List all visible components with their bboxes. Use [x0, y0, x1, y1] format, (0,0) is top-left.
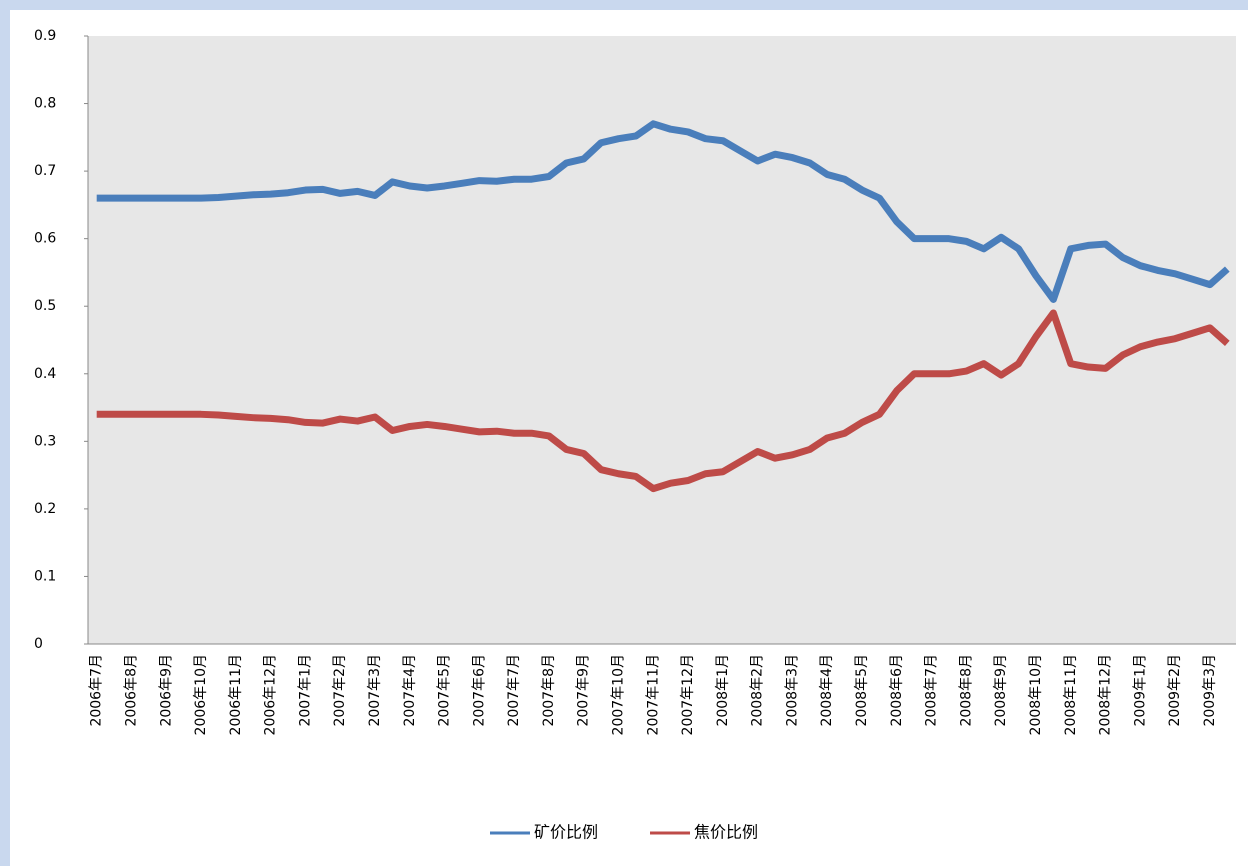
- line-series: [96, 309, 1230, 493]
- y-tick-label: 0.9: [34, 28, 56, 44]
- x-tick-label: 2007年9月: [576, 654, 592, 727]
- y-tick-label: 0.7: [34, 163, 56, 179]
- x-tick-label: 2006年10月: [193, 654, 209, 735]
- x-tick-label: 2008年12月: [1098, 654, 1114, 735]
- x-tick-label: 2009年2月: [1167, 654, 1183, 727]
- x-tick-label: 2007年8月: [541, 654, 557, 727]
- x-tick-label: 2008年5月: [854, 654, 870, 727]
- x-tick-label: 2008年7月: [924, 654, 940, 727]
- x-tick-label: 2006年8月: [123, 654, 139, 727]
- y-tick-label: 0.8: [34, 96, 56, 112]
- y-tick-label: 0.4: [34, 366, 56, 382]
- x-tick-label: 2008年10月: [1028, 654, 1044, 735]
- legend-label: 焦价比例: [694, 823, 758, 842]
- y-tick-label: 0.1: [34, 568, 56, 584]
- y-tick-label: 0.6: [34, 231, 56, 247]
- x-tick-label: 2006年11月: [228, 654, 244, 735]
- x-tick-label: 2008年2月: [750, 654, 766, 727]
- y-tick-label: 0.5: [34, 298, 56, 314]
- x-tick-label: 2007年11月: [645, 654, 661, 735]
- x-tick-label: 2008年11月: [1063, 654, 1079, 735]
- x-tick-label: 2007年12月: [680, 654, 696, 735]
- x-tick-label: 2007年6月: [471, 654, 487, 727]
- x-tick-label: 2007年5月: [437, 654, 453, 727]
- x-tick-label: 2006年9月: [158, 654, 174, 727]
- y-tick-label: 0: [34, 636, 43, 652]
- x-tick-label: 2008年3月: [784, 654, 800, 727]
- legend-label: 矿价比例: [534, 823, 598, 842]
- x-tick-label: 2007年4月: [402, 654, 418, 727]
- x-tick-label: 2008年6月: [889, 654, 905, 727]
- x-tick-label: 2007年1月: [297, 654, 313, 727]
- x-tick-label: 2007年3月: [367, 654, 383, 727]
- x-tick-label: 2008年9月: [993, 654, 1009, 727]
- x-tick-label: 2007年2月: [332, 654, 348, 727]
- x-tick-label: 2009年1月: [1132, 654, 1148, 727]
- x-tick-label: 2008年4月: [819, 654, 835, 727]
- line-series: [96, 120, 1230, 303]
- y-tick-label: 0.2: [34, 501, 56, 517]
- y-tick-label: 0.3: [34, 433, 56, 449]
- x-tick-label: 2008年8月: [958, 654, 974, 727]
- x-tick-label: 2009年3月: [1202, 654, 1218, 727]
- x-tick-label: 2008年1月: [715, 654, 731, 727]
- x-tick-label: 2006年12月: [263, 654, 279, 735]
- x-tick-label: 2007年7月: [506, 654, 522, 727]
- x-tick-label: 2006年7月: [89, 654, 105, 727]
- x-tick-label: 2007年10月: [611, 654, 627, 735]
- plot-area: [88, 36, 1236, 644]
